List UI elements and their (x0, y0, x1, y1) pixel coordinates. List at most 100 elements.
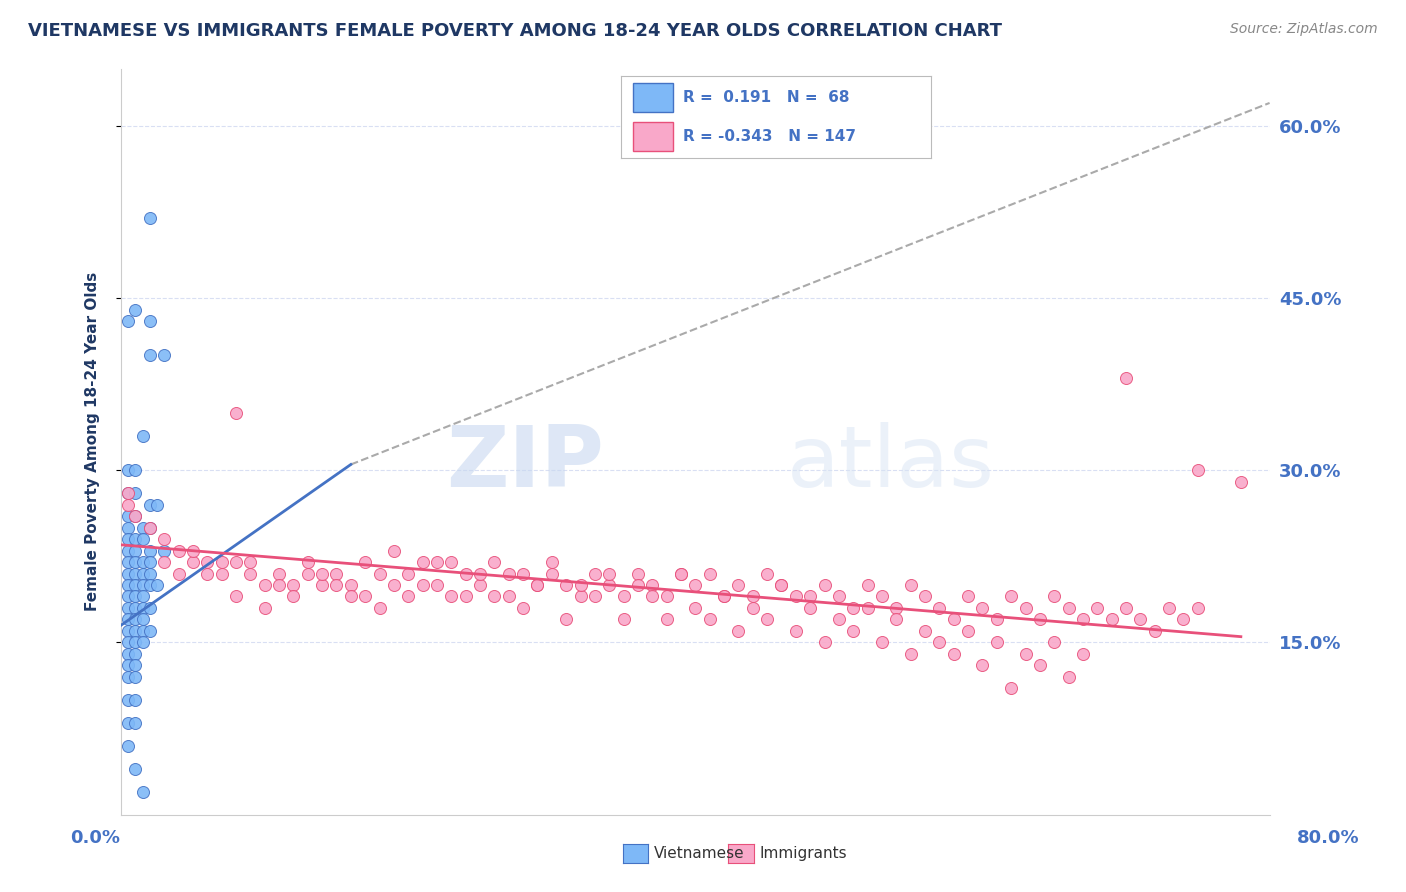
Point (900, 578, 922, 592)
Point (741, 590, 763, 604)
Point (1071, 647, 1094, 661)
Point (124, 509, 146, 524)
Point (1129, 612, 1152, 626)
Point (713, 590, 735, 604)
Point (139, 521, 162, 535)
Text: Source: ZipAtlas.com: Source: ZipAtlas.com (1230, 22, 1378, 37)
Point (139, 555, 162, 569)
Point (211, 566, 233, 581)
Point (124, 532, 146, 546)
Point (1230, 475, 1253, 489)
Point (153, 543, 176, 558)
Point (426, 555, 449, 569)
Point (396, 590, 419, 604)
Point (117, 647, 139, 661)
Point (139, 211, 162, 225)
Point (828, 612, 851, 626)
Point (756, 612, 779, 626)
Point (139, 601, 162, 615)
Point (900, 647, 922, 661)
Point (131, 578, 153, 592)
Point (117, 555, 139, 569)
Point (1043, 635, 1066, 649)
Point (756, 566, 779, 581)
Point (468, 578, 491, 592)
Point (986, 612, 1008, 626)
Point (540, 566, 562, 581)
Point (124, 302, 146, 317)
Point (484, 555, 506, 569)
Point (117, 486, 139, 500)
Point (1187, 601, 1209, 615)
Point (799, 590, 821, 604)
Point (124, 647, 146, 661)
Point (124, 715, 146, 730)
Point (139, 566, 162, 581)
Point (613, 612, 636, 626)
Point (124, 670, 146, 684)
Point (368, 601, 391, 615)
Point (225, 590, 247, 604)
Point (713, 590, 735, 604)
Point (1173, 612, 1195, 626)
Point (669, 566, 692, 581)
Point (914, 624, 936, 638)
Text: atlas: atlas (787, 423, 995, 506)
Point (598, 566, 620, 581)
Point (1029, 612, 1052, 626)
Point (799, 601, 821, 615)
Point (117, 612, 139, 626)
Point (239, 566, 262, 581)
Point (1029, 658, 1052, 673)
Point (181, 555, 204, 569)
Point (340, 590, 363, 604)
Point (555, 612, 578, 626)
Point (117, 590, 139, 604)
Point (117, 624, 139, 638)
Point (139, 348, 162, 362)
Point (512, 566, 534, 581)
Point (583, 590, 606, 604)
Point (325, 566, 347, 581)
Point (914, 590, 936, 604)
Point (382, 578, 405, 592)
Point (412, 578, 434, 592)
Point (856, 578, 879, 592)
Point (928, 601, 950, 615)
Point (685, 578, 707, 592)
Point (195, 566, 218, 581)
Point (124, 624, 146, 638)
Point (498, 566, 520, 581)
Point (555, 578, 578, 592)
Point (139, 314, 162, 328)
Point (131, 429, 153, 443)
Point (139, 543, 162, 558)
Point (117, 486, 139, 500)
Point (124, 463, 146, 477)
Point (440, 555, 463, 569)
Y-axis label: Female Poverty Among 18-24 Year Olds: Female Poverty Among 18-24 Year Olds (86, 272, 100, 611)
Point (124, 693, 146, 707)
Point (117, 498, 139, 512)
Point (1085, 601, 1108, 615)
Point (124, 578, 146, 592)
Point (131, 590, 153, 604)
Text: Vietnamese: Vietnamese (654, 847, 744, 861)
Point (124, 543, 146, 558)
Point (569, 578, 592, 592)
Point (526, 578, 548, 592)
Point (1101, 612, 1123, 626)
Point (972, 601, 994, 615)
Point (153, 532, 176, 546)
Point (239, 555, 262, 569)
Point (117, 601, 139, 615)
Point (699, 566, 721, 581)
Point (117, 670, 139, 684)
Point (1157, 601, 1180, 615)
Point (131, 566, 153, 581)
Point (540, 555, 562, 569)
Point (727, 578, 749, 592)
Point (613, 590, 636, 604)
Point (117, 314, 139, 328)
Point (117, 463, 139, 477)
